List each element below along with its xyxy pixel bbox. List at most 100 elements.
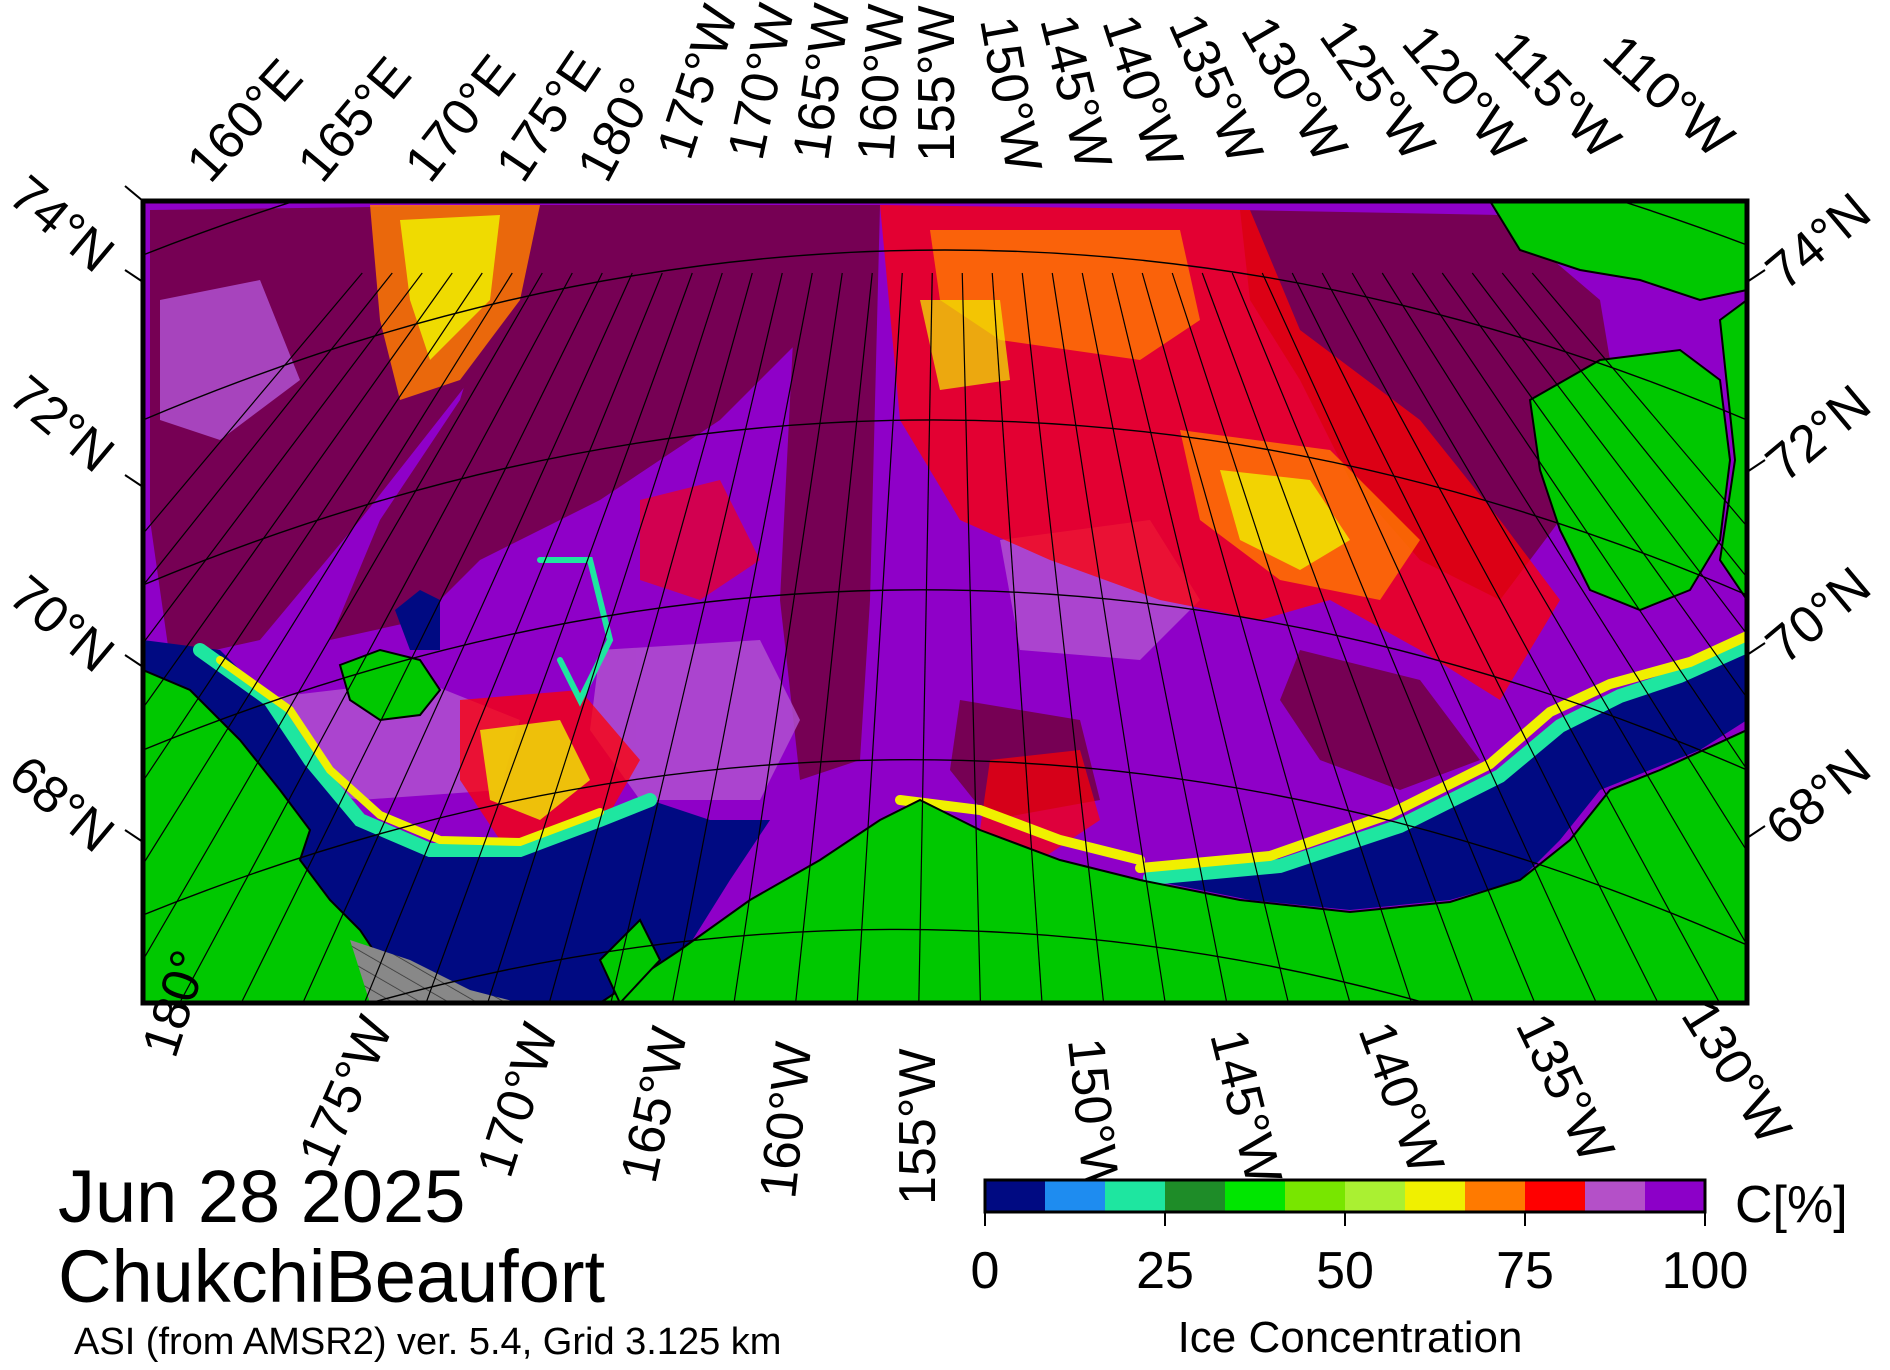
map-canvas: [143, 201, 1747, 1003]
meridian-line: [918, 272, 933, 1003]
meridian-line: [1081, 272, 1228, 1003]
meridian-line: [671, 272, 813, 1003]
date-label: Jun 28 2025: [58, 1155, 466, 1238]
bottom-lon-label: 160°W: [749, 1039, 823, 1201]
colorbar-unit: C[%]: [1735, 1176, 1848, 1234]
colorbar: 0 25 50 75 100 C[%] Ice Concentration: [971, 1176, 1848, 1362]
meridian-line: [1261, 272, 1598, 1003]
colorbar-ticks: 0 25 50 75 100: [971, 1212, 1749, 1300]
product-label: ASI (from AMSR2) ver. 5.4, Grid 3.125 km: [74, 1321, 782, 1363]
meridian-line: [1381, 272, 1747, 853]
meridian-line: [143, 272, 423, 645]
colorbar-tick-label: 50: [1316, 1242, 1374, 1300]
meridian-line: [1351, 272, 1747, 946]
meridian-line: [795, 272, 873, 1003]
meridian-line: [1501, 272, 1747, 579]
top-lon-label: 110°W: [1592, 24, 1744, 169]
latitude-lines: [143, 201, 1747, 1003]
meridian-line: [1141, 272, 1351, 1003]
colorbar-swatch: [1285, 1180, 1346, 1212]
colorbar-title: Ice Concentration: [1178, 1313, 1523, 1362]
right-latitude-labels: 74°N 72°N 70°N 68°N: [1755, 182, 1881, 857]
region-label: ChukchiBeaufort: [58, 1235, 606, 1318]
top-longitude-labels: 160°E 165°E 170°E 175°E 180° 175°W 170°W…: [176, 0, 1745, 193]
meridian-line: [1291, 272, 1659, 1003]
colorbar-swatch: [1585, 1180, 1646, 1212]
meridian-line: [1051, 272, 1166, 1003]
colorbar-tick-label: 25: [1136, 1242, 1194, 1300]
top-lon-label: 165°E: [287, 46, 423, 192]
bottom-lon-label: 170°W: [466, 1017, 570, 1184]
meridian-line: [143, 272, 453, 709]
colorbar-swatch: [1465, 1180, 1526, 1212]
meridian-line: [143, 272, 543, 962]
colorbar-swatch: [1405, 1180, 1466, 1212]
left-lat-label: 72°N: [0, 365, 125, 484]
top-lon-label: 155°W: [908, 5, 966, 162]
longitude-lines: [143, 272, 1747, 1003]
colorbar-swatch: [1165, 1180, 1226, 1212]
colorbar-tick-label: 0: [971, 1242, 1000, 1300]
meridian-line: [610, 272, 783, 1003]
bottom-lon-label: 155°W: [889, 1048, 947, 1205]
wrangel-water: [395, 590, 440, 650]
right-lat-label: 72°N: [1755, 374, 1881, 493]
left-latitude-labels: 74°N 72°N 70°N 68°N: [0, 165, 125, 864]
left-lat-label: 74°N: [0, 165, 125, 284]
meridian-line: [143, 272, 483, 783]
colorbar-swatch: [985, 1180, 1046, 1212]
meridian-line: [1201, 272, 1474, 1003]
left-lat-label: 70°N: [0, 565, 125, 684]
meridian-line: [548, 272, 753, 1003]
meridian-line: [425, 272, 693, 1003]
meridian-line: [1411, 272, 1747, 771]
meridian-line: [1471, 272, 1747, 636]
meridian-line: [1111, 272, 1290, 1003]
right-lat-label: 70°N: [1755, 556, 1881, 675]
meridian-line: [961, 272, 982, 1003]
bottom-lon-label: 130°W: [1670, 991, 1802, 1155]
meridian-line: [143, 272, 513, 866]
meridian-line: [302, 272, 633, 1003]
colorbar-tick-label: 75: [1496, 1242, 1554, 1300]
bottom-lon-label: 135°W: [1504, 1005, 1625, 1171]
meridian-line: [363, 272, 663, 1003]
axis-ticks: [124, 185, 1766, 843]
meridian-line: [486, 272, 723, 1003]
left-lat-label: 68°N: [0, 745, 125, 864]
land-mainland: [143, 668, 1747, 1003]
meridian-line: [1021, 272, 1105, 1003]
colorbar-swatch: [1045, 1180, 1106, 1212]
meridian-line: [143, 272, 363, 535]
map-frame: [140, 198, 1750, 1006]
colorbar-swatch: [1225, 1180, 1286, 1212]
bottom-lon-label: 175°W: [288, 1008, 405, 1175]
bottom-lon-label: 150°W: [1056, 1035, 1130, 1197]
colorbar-swatch: [1105, 1180, 1166, 1212]
meridian-line: [178, 272, 573, 1003]
meridian-line: [856, 272, 903, 1003]
bottom-lon-label: 140°W: [1347, 1014, 1455, 1181]
bottom-lon-label: 145°W: [1198, 1024, 1292, 1190]
colorbar-swatch: [1525, 1180, 1586, 1212]
wrangel-island: [338, 648, 442, 722]
meridian-line: [240, 272, 603, 1003]
meridian-line: [1171, 272, 1413, 1003]
meridian-line: [143, 272, 393, 587]
meridian-line: [1231, 272, 1536, 1003]
colorbar-swatch: [1645, 1180, 1706, 1212]
colorbar-tick-label: 100: [1662, 1242, 1749, 1300]
meridian-line: [991, 272, 1043, 1003]
colorbar-swatches: [985, 1180, 1706, 1212]
right-lat-label: 74°N: [1755, 182, 1881, 301]
meridian-line: [733, 272, 843, 1003]
meridian-line: [1321, 272, 1721, 1003]
bottom-lon-label: 165°W: [610, 1022, 699, 1187]
top-lon-label: 160°W: [847, 3, 916, 163]
top-lon-label: 160°E: [176, 49, 314, 194]
colorbar-swatch: [1345, 1180, 1406, 1212]
no-data-area: [350, 940, 520, 1003]
meridian-line: [1531, 272, 1747, 528]
right-lat-label: 68°N: [1755, 738, 1881, 857]
